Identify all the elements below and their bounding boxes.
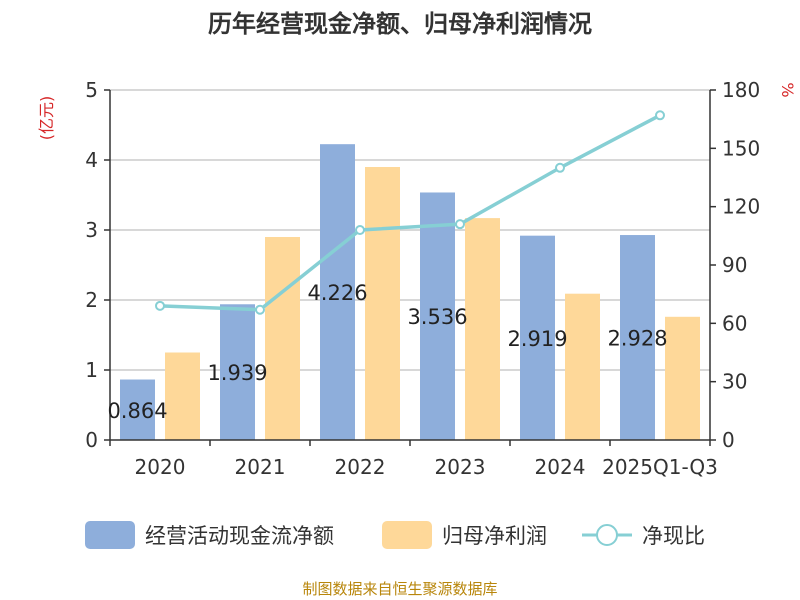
net-profit-bar	[265, 237, 300, 440]
net-profit-bar	[565, 293, 600, 440]
cashflow-value-label: 1.939	[207, 361, 267, 385]
left-tick-label: 3	[85, 218, 98, 242]
right-tick-label: 150	[722, 136, 760, 160]
cashflow-bar	[620, 235, 655, 440]
axes: 0 1 2 3 4 5 0 30 60 90 120 150 180 2020 2021 2022 2023 20…	[85, 78, 760, 479]
cashflow-value-label: 2.919	[507, 327, 567, 351]
x-tick-label: 2022	[335, 455, 386, 479]
right-axis-unit: %	[778, 82, 797, 97]
legend-swatch-profit	[382, 521, 432, 549]
x-tick-label: 2025Q1-Q3	[602, 455, 718, 479]
legend-swatch-cashflow	[85, 521, 135, 549]
right-tick-label: 90	[722, 253, 747, 277]
right-tick-label: 180	[722, 78, 760, 102]
cashflow-bar	[420, 192, 455, 440]
cashflow-bar	[120, 379, 155, 440]
left-tick-label: 0	[85, 428, 98, 452]
left-tick-label: 4	[85, 148, 98, 172]
net-profit-bar	[365, 167, 400, 440]
right-tick-label: 60	[722, 311, 747, 335]
x-tick-label: 2020	[135, 455, 186, 479]
cashflow-bar	[220, 304, 255, 440]
left-tick-label: 1	[85, 358, 98, 382]
legend-label-profit: 归母净利润	[442, 524, 547, 548]
left-axis-unit: (亿元)	[37, 96, 56, 141]
ratio-point	[355, 225, 365, 235]
cashflow-bar	[320, 144, 355, 440]
ratio-point	[655, 110, 665, 121]
net-profit-bar	[665, 316, 700, 440]
data-labels: 0.864 1.939 4.226 3.536 2.919 2.928	[107, 281, 667, 423]
cashflow-value-label: 2.928	[607, 327, 667, 351]
gridlines	[110, 89, 710, 371]
data-source: 制图数据来自恒生聚源数据库	[302, 580, 497, 598]
cashflow-value-label: 0.864	[107, 399, 167, 423]
right-tick-label: 30	[722, 370, 747, 394]
legend-label-ratio: 净现比	[642, 524, 705, 548]
cashflow-bar	[520, 235, 555, 440]
cashflow-value-label: 4.226	[307, 281, 367, 305]
legend-label-cashflow: 经营活动现金流净额	[145, 524, 334, 548]
ratio-point	[455, 219, 465, 230]
ratio-line	[155, 110, 665, 315]
ratio-polyline	[159, 113, 661, 312]
cashflow-value-label: 3.536	[407, 305, 467, 329]
x-tick-label: 2024	[535, 455, 586, 479]
chart-title: 历年经营现金净额、归母净利润情况	[208, 10, 592, 38]
x-tick-label: 2023	[435, 455, 486, 479]
ratio-point	[155, 300, 165, 311]
ratio-point	[255, 304, 265, 315]
ratio-point	[555, 162, 565, 173]
right-tick-label: 120	[722, 195, 760, 219]
x-tick-label: 2021	[235, 455, 286, 479]
right-tick-label: 0	[722, 428, 735, 452]
left-tick-label: 2	[85, 288, 98, 312]
left-tick-label: 5	[85, 78, 98, 102]
legend: 经营活动现金流净额 归母净利润 净现比	[85, 521, 705, 549]
legend-swatch-ratio-marker	[596, 524, 618, 546]
net-profit-bar	[165, 352, 200, 440]
bars	[120, 144, 700, 440]
net-profit-bar	[465, 218, 500, 440]
